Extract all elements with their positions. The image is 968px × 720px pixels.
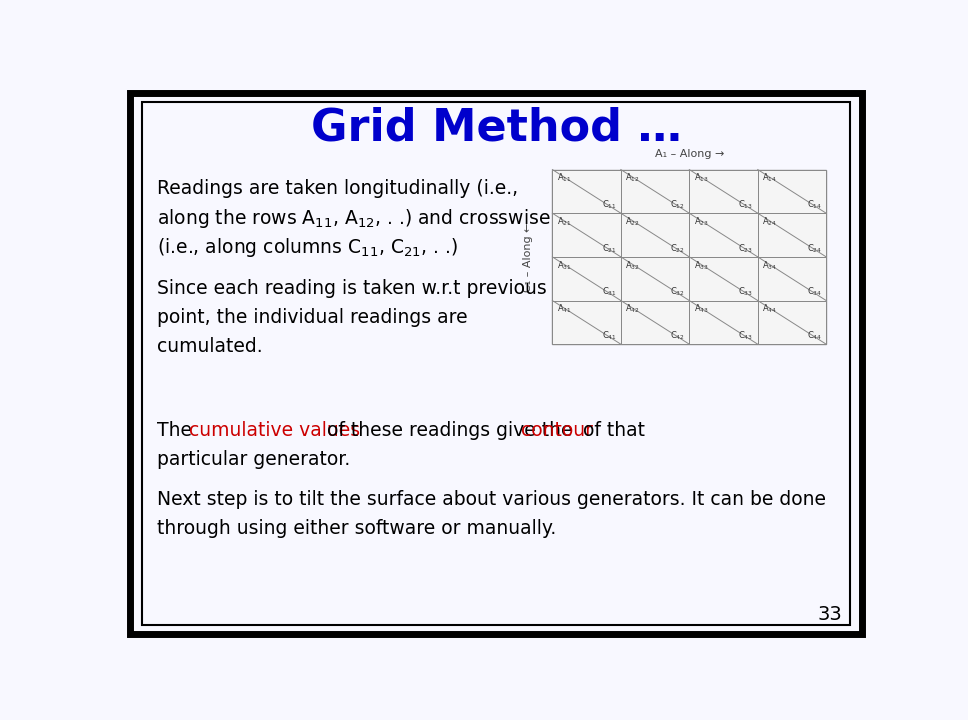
Text: 33: 33 xyxy=(818,606,842,624)
Text: of that: of that xyxy=(577,420,645,440)
Text: A$_{24}$: A$_{24}$ xyxy=(762,215,777,228)
Text: A$_{12}$: A$_{12}$ xyxy=(625,172,640,184)
Bar xyxy=(553,213,620,257)
Text: C$_{44}$: C$_{44}$ xyxy=(806,330,822,342)
Text: A$_{43}$: A$_{43}$ xyxy=(694,302,709,315)
Bar xyxy=(758,213,827,257)
Text: C$_{34}$: C$_{34}$ xyxy=(806,286,822,298)
Bar xyxy=(620,300,689,344)
Bar xyxy=(689,300,758,344)
Text: Since each reading is taken w.r.t previous: Since each reading is taken w.r.t previo… xyxy=(157,279,547,297)
Text: (i.e., along columns C$_{11}$, C$_{21}$, . .): (i.e., along columns C$_{11}$, C$_{21}$,… xyxy=(157,236,458,259)
Text: The: The xyxy=(157,420,198,440)
Bar xyxy=(689,213,758,257)
Bar xyxy=(758,257,827,300)
Text: cumulative values: cumulative values xyxy=(189,420,360,440)
Bar xyxy=(553,300,620,344)
Text: C$_{11}$: C$_{11}$ xyxy=(601,199,617,211)
Text: A₁ – Along →: A₁ – Along → xyxy=(654,149,724,159)
Text: cumulated.: cumulated. xyxy=(157,338,262,356)
Text: A$_{42}$: A$_{42}$ xyxy=(625,302,640,315)
Text: contour: contour xyxy=(521,420,593,440)
Text: C$_{41}$: C$_{41}$ xyxy=(601,330,617,342)
Text: A$_{33}$: A$_{33}$ xyxy=(694,259,709,271)
Text: A$_{13}$: A$_{13}$ xyxy=(694,172,709,184)
Text: A$_{44}$: A$_{44}$ xyxy=(762,302,777,315)
Bar xyxy=(689,257,758,300)
Text: C$_{32}$: C$_{32}$ xyxy=(670,286,684,298)
Text: C$_{21}$: C$_{21}$ xyxy=(601,242,617,255)
Text: of these readings give the: of these readings give the xyxy=(321,420,579,440)
Bar xyxy=(620,169,689,213)
Text: C$_{42}$: C$_{42}$ xyxy=(670,330,684,342)
Text: along the rows A$_{11}$, A$_{12}$, . .) and crosswise: along the rows A$_{11}$, A$_{12}$, . .) … xyxy=(157,207,551,230)
Bar xyxy=(758,300,827,344)
Bar xyxy=(689,169,758,213)
Bar xyxy=(620,213,689,257)
Text: A$_{32}$: A$_{32}$ xyxy=(625,259,640,271)
Text: A$_{21}$: A$_{21}$ xyxy=(557,215,571,228)
Text: C$_{31}$: C$_{31}$ xyxy=(601,286,617,298)
Text: C$_{14}$: C$_{14}$ xyxy=(806,199,822,211)
Bar xyxy=(553,169,620,213)
Bar xyxy=(758,169,827,213)
Text: A$_{34}$: A$_{34}$ xyxy=(762,259,777,271)
Text: A$_{22}$: A$_{22}$ xyxy=(625,215,640,228)
Text: C$_{22}$: C$_{22}$ xyxy=(670,242,684,255)
Text: C₁ – Along ←: C₁ – Along ← xyxy=(524,222,533,292)
Text: C$_{24}$: C$_{24}$ xyxy=(806,242,822,255)
Text: point, the individual readings are: point, the individual readings are xyxy=(157,308,468,327)
Bar xyxy=(553,257,620,300)
Text: C$_{43}$: C$_{43}$ xyxy=(739,330,753,342)
Text: A$_{23}$: A$_{23}$ xyxy=(694,215,709,228)
Text: Grid Method …: Grid Method … xyxy=(311,107,681,150)
Text: Readings are taken longitudinally (i.e.,: Readings are taken longitudinally (i.e., xyxy=(157,179,518,199)
Text: through using either software or manually.: through using either software or manuall… xyxy=(157,519,557,539)
Text: A$_{41}$: A$_{41}$ xyxy=(557,302,571,315)
Text: C$_{13}$: C$_{13}$ xyxy=(739,199,753,211)
Text: Next step is to tilt the surface about various generators. It can be done: Next step is to tilt the surface about v… xyxy=(157,490,826,509)
Text: C$_{33}$: C$_{33}$ xyxy=(739,286,753,298)
Text: C$_{23}$: C$_{23}$ xyxy=(739,242,753,255)
Text: A$_{11}$: A$_{11}$ xyxy=(557,172,571,184)
Text: C$_{12}$: C$_{12}$ xyxy=(670,199,684,211)
Text: A$_{14}$: A$_{14}$ xyxy=(762,172,777,184)
Text: particular generator.: particular generator. xyxy=(157,450,350,469)
Text: A$_{31}$: A$_{31}$ xyxy=(557,259,571,271)
Bar xyxy=(620,257,689,300)
Bar xyxy=(553,169,827,344)
